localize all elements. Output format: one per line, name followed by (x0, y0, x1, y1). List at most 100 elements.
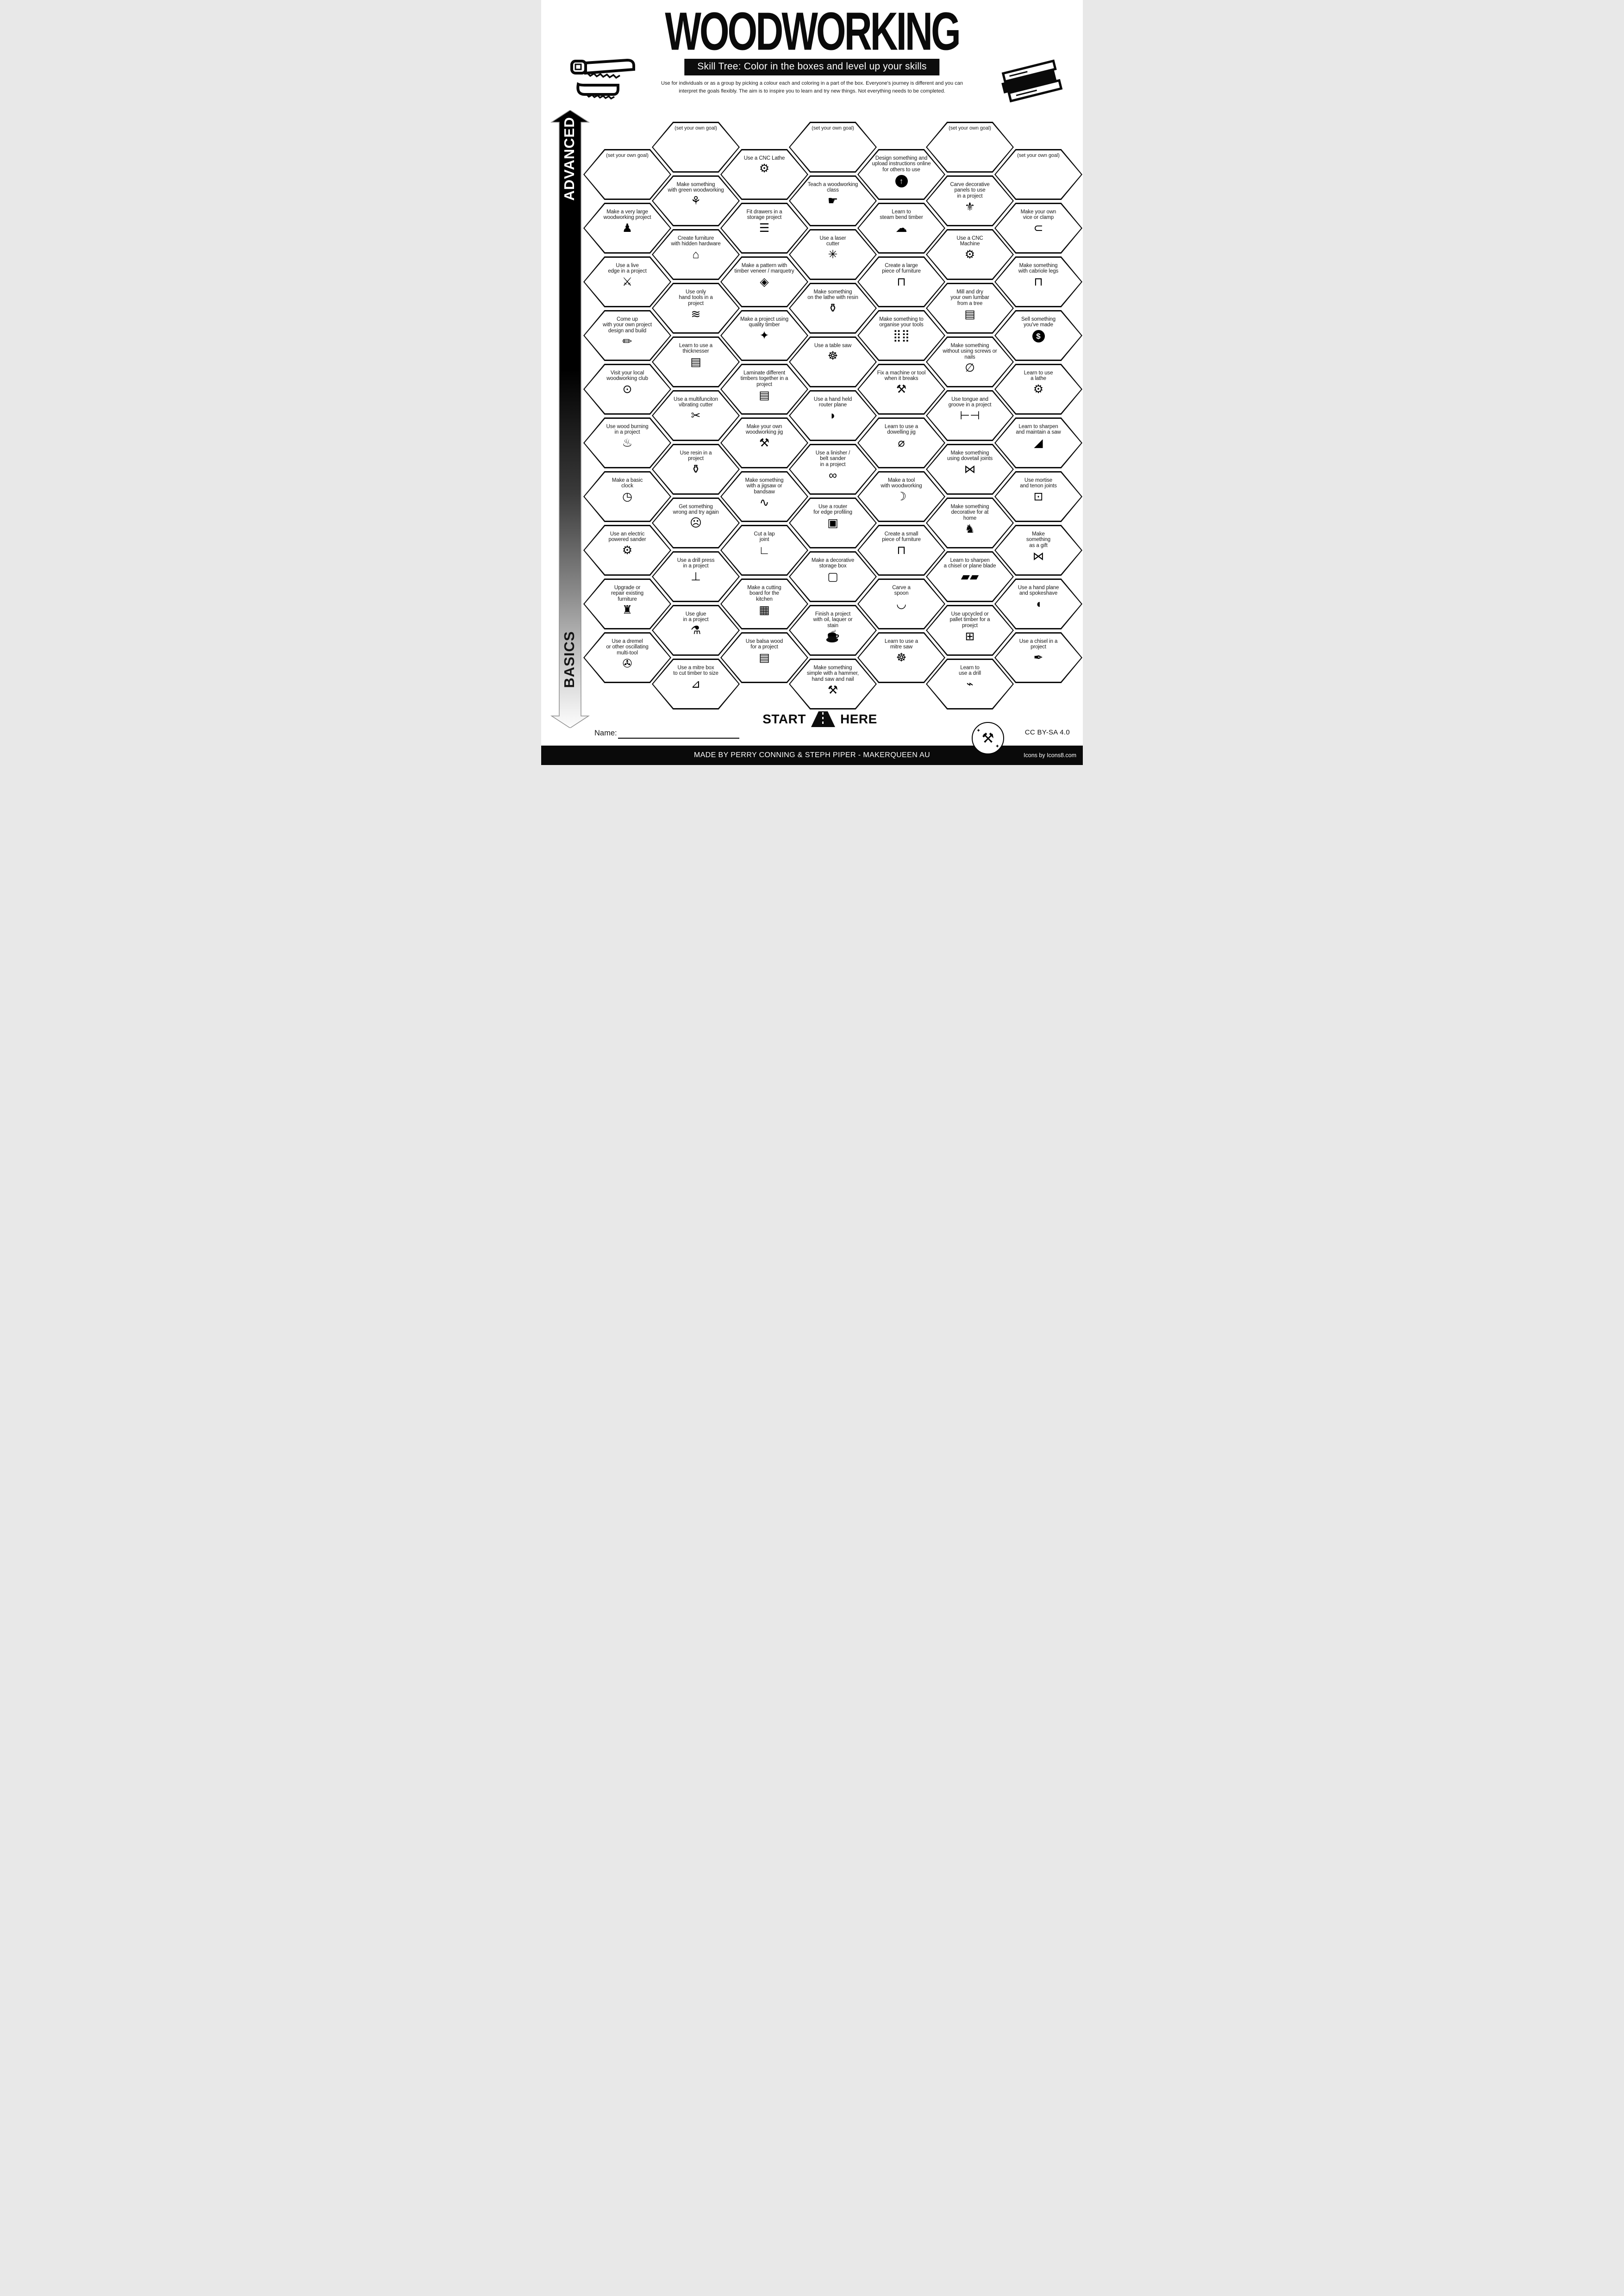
skill-hex[interactable]: Use balsa wood for a project ▤ (720, 632, 808, 683)
skill-hex[interactable]: Learn to use a dowelling jig ⌀ (857, 417, 945, 468)
name-underline[interactable] (618, 730, 739, 739)
skill-hex[interactable]: Use wood burning in a project ♨ (583, 417, 671, 468)
skill-hex[interactable]: Use tongue and groove in a project ⊢⊣ (926, 390, 1014, 441)
skill-label: Cut a lap joint (754, 531, 775, 543)
skill-hex[interactable]: Make a basic clock ◷ (583, 471, 671, 522)
skill-label: Use a hand plane and spokeshave (1018, 585, 1059, 597)
skill-hex[interactable]: Use upcycled or pallet timber for a proe… (926, 605, 1014, 656)
skill-hex[interactable]: Use a drill press in a project ⊥ (652, 551, 740, 602)
name-label: Name: (594, 729, 617, 737)
skill-hex[interactable]: Make a cutting board for the kitchen ▦ (720, 579, 808, 629)
skill-hex[interactable]: Make something without using screws or n… (926, 336, 1014, 387)
skill-hex[interactable]: Laminate different timbers together in a… (720, 364, 808, 415)
skill-hex[interactable]: Use a table saw ☸ (789, 336, 877, 387)
skill-hex-face: Create a large piece of furniture ⊓ (858, 257, 944, 306)
skill-hex[interactable]: (set your own goal) (652, 122, 740, 173)
skill-hex[interactable]: Create a small piece of furniture ⊓ (857, 525, 945, 576)
skill-hex[interactable]: Use a hand plane and spokeshave ◖ (994, 579, 1082, 629)
skill-hex[interactable]: Learn to use a lathe ⚙ (994, 364, 1082, 415)
skill-hex[interactable]: Make something with a jigsaw or bandsaw ∿ (720, 471, 808, 522)
skill-hex[interactable]: Make something to organise your tools ⣿⣿ (857, 310, 945, 361)
skill-label: (set your own goal) (675, 125, 717, 131)
skill-label: Learn to sharpen a chisel or plane blade (943, 557, 996, 569)
skill-hex[interactable]: Make a pattern with timber veneer / marq… (720, 256, 808, 307)
skill-hex[interactable]: Fix a machine or tool when it breaks ⚒ (857, 364, 945, 415)
skill-hex[interactable]: Make a decorative storage box ▢ (789, 551, 877, 602)
skill-hex[interactable]: Make something on the lathe with resin ⚱ (789, 283, 877, 334)
skill-label: Make something as a gift (1026, 531, 1051, 549)
skill-hex[interactable]: Use a multifunciton vibrating cutter ✂ (652, 390, 740, 441)
skill-hex[interactable]: Get something wrong and try again ☹ (652, 498, 740, 548)
skill-hex[interactable]: Use a router for edge profiling ▣ (789, 498, 877, 548)
skill-hex[interactable]: Learn to use a mitre saw ☸ (857, 632, 945, 683)
skill-hex-face: Learn to use a dowelling jig ⌀ (858, 418, 944, 467)
skill-hex-face: Laminate different timbers together in a… (721, 365, 807, 414)
skill-hex[interactable]: Use a hand held router plane ◗ (789, 390, 877, 441)
skill-hex[interactable]: Carve decorative panels to use in a proj… (926, 175, 1014, 226)
skill-hex[interactable]: Use glue in a project ⚗ (652, 605, 740, 656)
skill-hex[interactable]: Fit drawers in a storage project ☰ (720, 203, 808, 254)
skill-hex[interactable]: Learn to sharpen and maintain a saw ◢ (994, 417, 1082, 468)
skill-hex[interactable]: Make something as a gift ⋈ (994, 525, 1082, 576)
skill-hex[interactable]: Make something with green woodworking ⚘ (652, 175, 740, 226)
skill-hex[interactable]: Make something decorative for at home ♞ (926, 498, 1014, 548)
hammer-icon: ⚒ (827, 684, 838, 697)
skill-hex[interactable]: Upgrade or repair existing furniture ♜ (583, 579, 671, 629)
skill-hex-face: Carve decorative panels to use in a proj… (927, 176, 1013, 225)
skill-hex-face: Use a hand held router plane ◗ (790, 391, 876, 440)
skill-hex[interactable]: (set your own goal) (994, 149, 1082, 200)
skill-hex[interactable]: Mill and dry your own lumbar from a tree… (926, 283, 1014, 334)
skill-hex[interactable]: Make a very large woodworking project ♟ (583, 203, 671, 254)
skill-label: Create furniture with hidden hardware (671, 235, 721, 247)
skill-hex[interactable]: Use a chisel in a project ✒ (994, 632, 1082, 683)
skill-label: Make a tool with woodworking (881, 477, 922, 489)
skill-hex[interactable]: Create furniture with hidden hardware ⌂ (652, 229, 740, 280)
clock-icon: ◷ (622, 490, 632, 504)
skill-hex[interactable]: Use a CNC Lathe ⚙ (720, 149, 808, 200)
skill-hex[interactable]: Use a live edge in a project ⚔ (583, 256, 671, 307)
skill-label: Use an electric powered sander (608, 531, 646, 543)
skill-hex[interactable]: Make something simple with a hammer, han… (789, 659, 877, 709)
skill-hex[interactable]: Make a tool with woodworking ☽ (857, 471, 945, 522)
skill-hex[interactable]: Use a CNC Machine ⚙ (926, 229, 1014, 280)
skill-hex[interactable]: Use an electric powered sander ⚙ (583, 525, 671, 576)
skill-hex[interactable]: Learn to sharpen a chisel or plane blade… (926, 551, 1014, 602)
seedling-icon: ⚘ (690, 194, 701, 208)
skill-hex[interactable]: (set your own goal) (789, 122, 877, 173)
skill-hex[interactable]: Use a laser cutter ✳ (789, 229, 877, 280)
skill-hex[interactable]: (set your own goal) (583, 149, 671, 200)
skill-hex[interactable]: Sell something you've made $ (994, 310, 1082, 361)
skill-hex[interactable]: Learn to use a thicknesser ▤ (652, 336, 740, 387)
skill-hex[interactable]: Use resin in a project ⚱ (652, 444, 740, 495)
drawknife-icon: ☽ (896, 490, 907, 504)
skill-hex[interactable]: Use mortise and tenon joints ⊡ (994, 471, 1082, 522)
skill-label: Make something without using screws or n… (943, 342, 997, 361)
power-jigsaw-icon: ∿ (759, 496, 769, 510)
skill-hex[interactable]: Come up with your own project design and… (583, 310, 671, 361)
skill-hex-face: Fit drawers in a storage project ☰ (721, 204, 807, 253)
skill-hex[interactable]: Finish a project with oil, laquer or sta… (789, 605, 877, 656)
skill-hex[interactable]: Use a dremel or other oscillating multi-… (583, 632, 671, 683)
skill-hex[interactable]: Make something using dovetail joints ⋈ (926, 444, 1014, 495)
skill-hex[interactable]: Use only hand tools in a project ≋ (652, 283, 740, 334)
skill-label: Make a very large woodworking project (603, 209, 651, 221)
skill-hex[interactable]: Cut a lap joint ∟ (720, 525, 808, 576)
teacher-at-board-icon: ☛ (827, 194, 838, 208)
skill-hex[interactable]: Carve a spoon ◡ (857, 579, 945, 629)
skill-hex[interactable]: Create a large piece of furniture ⊓ (857, 256, 945, 307)
skill-hex[interactable]: Make your own woodworking jig ⚒ (720, 417, 808, 468)
skill-hex[interactable]: Learn to use a drill ⌁ (926, 659, 1014, 709)
skill-hex[interactable]: Use a mitre box to cut timber to size ⊿ (652, 659, 740, 709)
skill-hex[interactable]: (set your own goal) (926, 122, 1014, 173)
skill-hex[interactable]: Design something and upload instructions… (857, 149, 945, 200)
skill-hex[interactable]: Use a linisher / belt sander in a projec… (789, 444, 877, 495)
skill-hex[interactable]: Learn to steam bend timber ☁ (857, 203, 945, 254)
skill-hex[interactable]: Make a project using quality timber ✦ (720, 310, 808, 361)
skill-label: Finish a project with oil, laquer or sta… (813, 611, 853, 629)
skill-hex-face: Come up with your own project design and… (584, 311, 670, 360)
skill-hex[interactable]: Visit your local woodworking club ⊙ (583, 364, 671, 415)
skill-hex[interactable]: Make something with cabriole legs ⊓ (994, 256, 1082, 307)
repair-tools-icon: ⚒ (896, 383, 907, 396)
skill-hex[interactable]: Make your own vice or clamp ⊂ (994, 203, 1082, 254)
skill-hex[interactable]: Teach a woodworking class ☛ (789, 175, 877, 226)
